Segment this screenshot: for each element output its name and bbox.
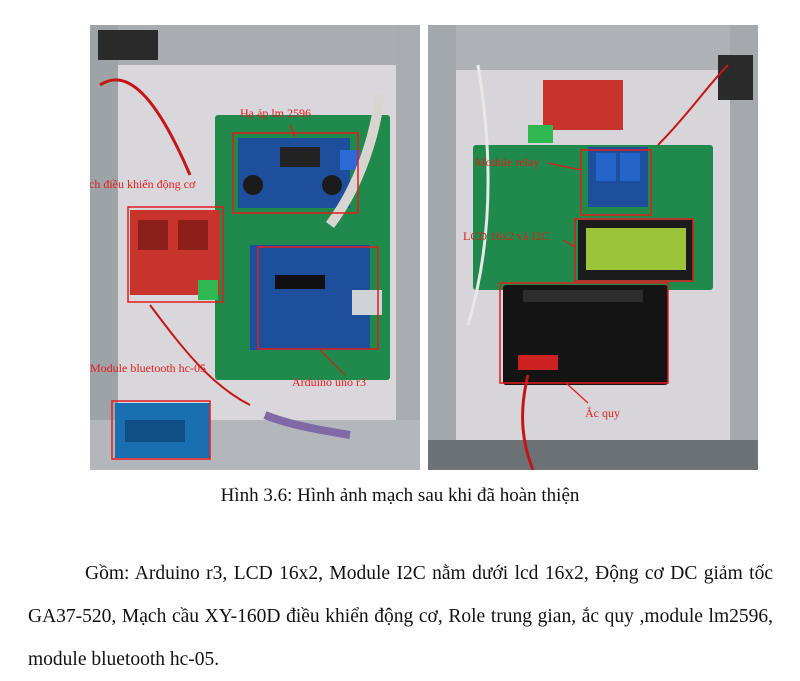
label-battery: Ắc quy	[585, 405, 620, 420]
battery-box	[499, 282, 669, 384]
label-motor-driver: Mạch điều khiển động cơ	[90, 177, 196, 191]
label-relay: Module relay	[475, 155, 539, 169]
body-paragraph: Gồm: Arduino r3, LCD 16x2, Module I2C nằ…	[28, 562, 773, 670]
relay-box	[580, 149, 652, 216]
label-bluetooth: Module bluetooth hc-05	[90, 361, 206, 375]
bluetooth-box	[111, 400, 211, 460]
arduino-box	[257, 246, 379, 350]
motor-driver-box	[127, 206, 224, 303]
label-arduino: Arduino uno r3	[292, 375, 366, 389]
figure-caption: Hình 3.6: Hình ảnh mạch sau khi đã hoàn …	[220, 485, 580, 506]
buck-box	[232, 132, 359, 214]
label-buck: Hạ áp lm 2596	[240, 106, 311, 120]
lcd-box	[574, 218, 694, 282]
photo-right-circuit: Module relay LCD 16x2 và I2C Ắc quy	[428, 25, 758, 470]
photo-left-circuit: Hạ áp lm 2596 Mạch điều khiển động cơ Ar…	[90, 25, 420, 470]
label-lcd: LCD 16x2 và I2C	[463, 229, 549, 243]
